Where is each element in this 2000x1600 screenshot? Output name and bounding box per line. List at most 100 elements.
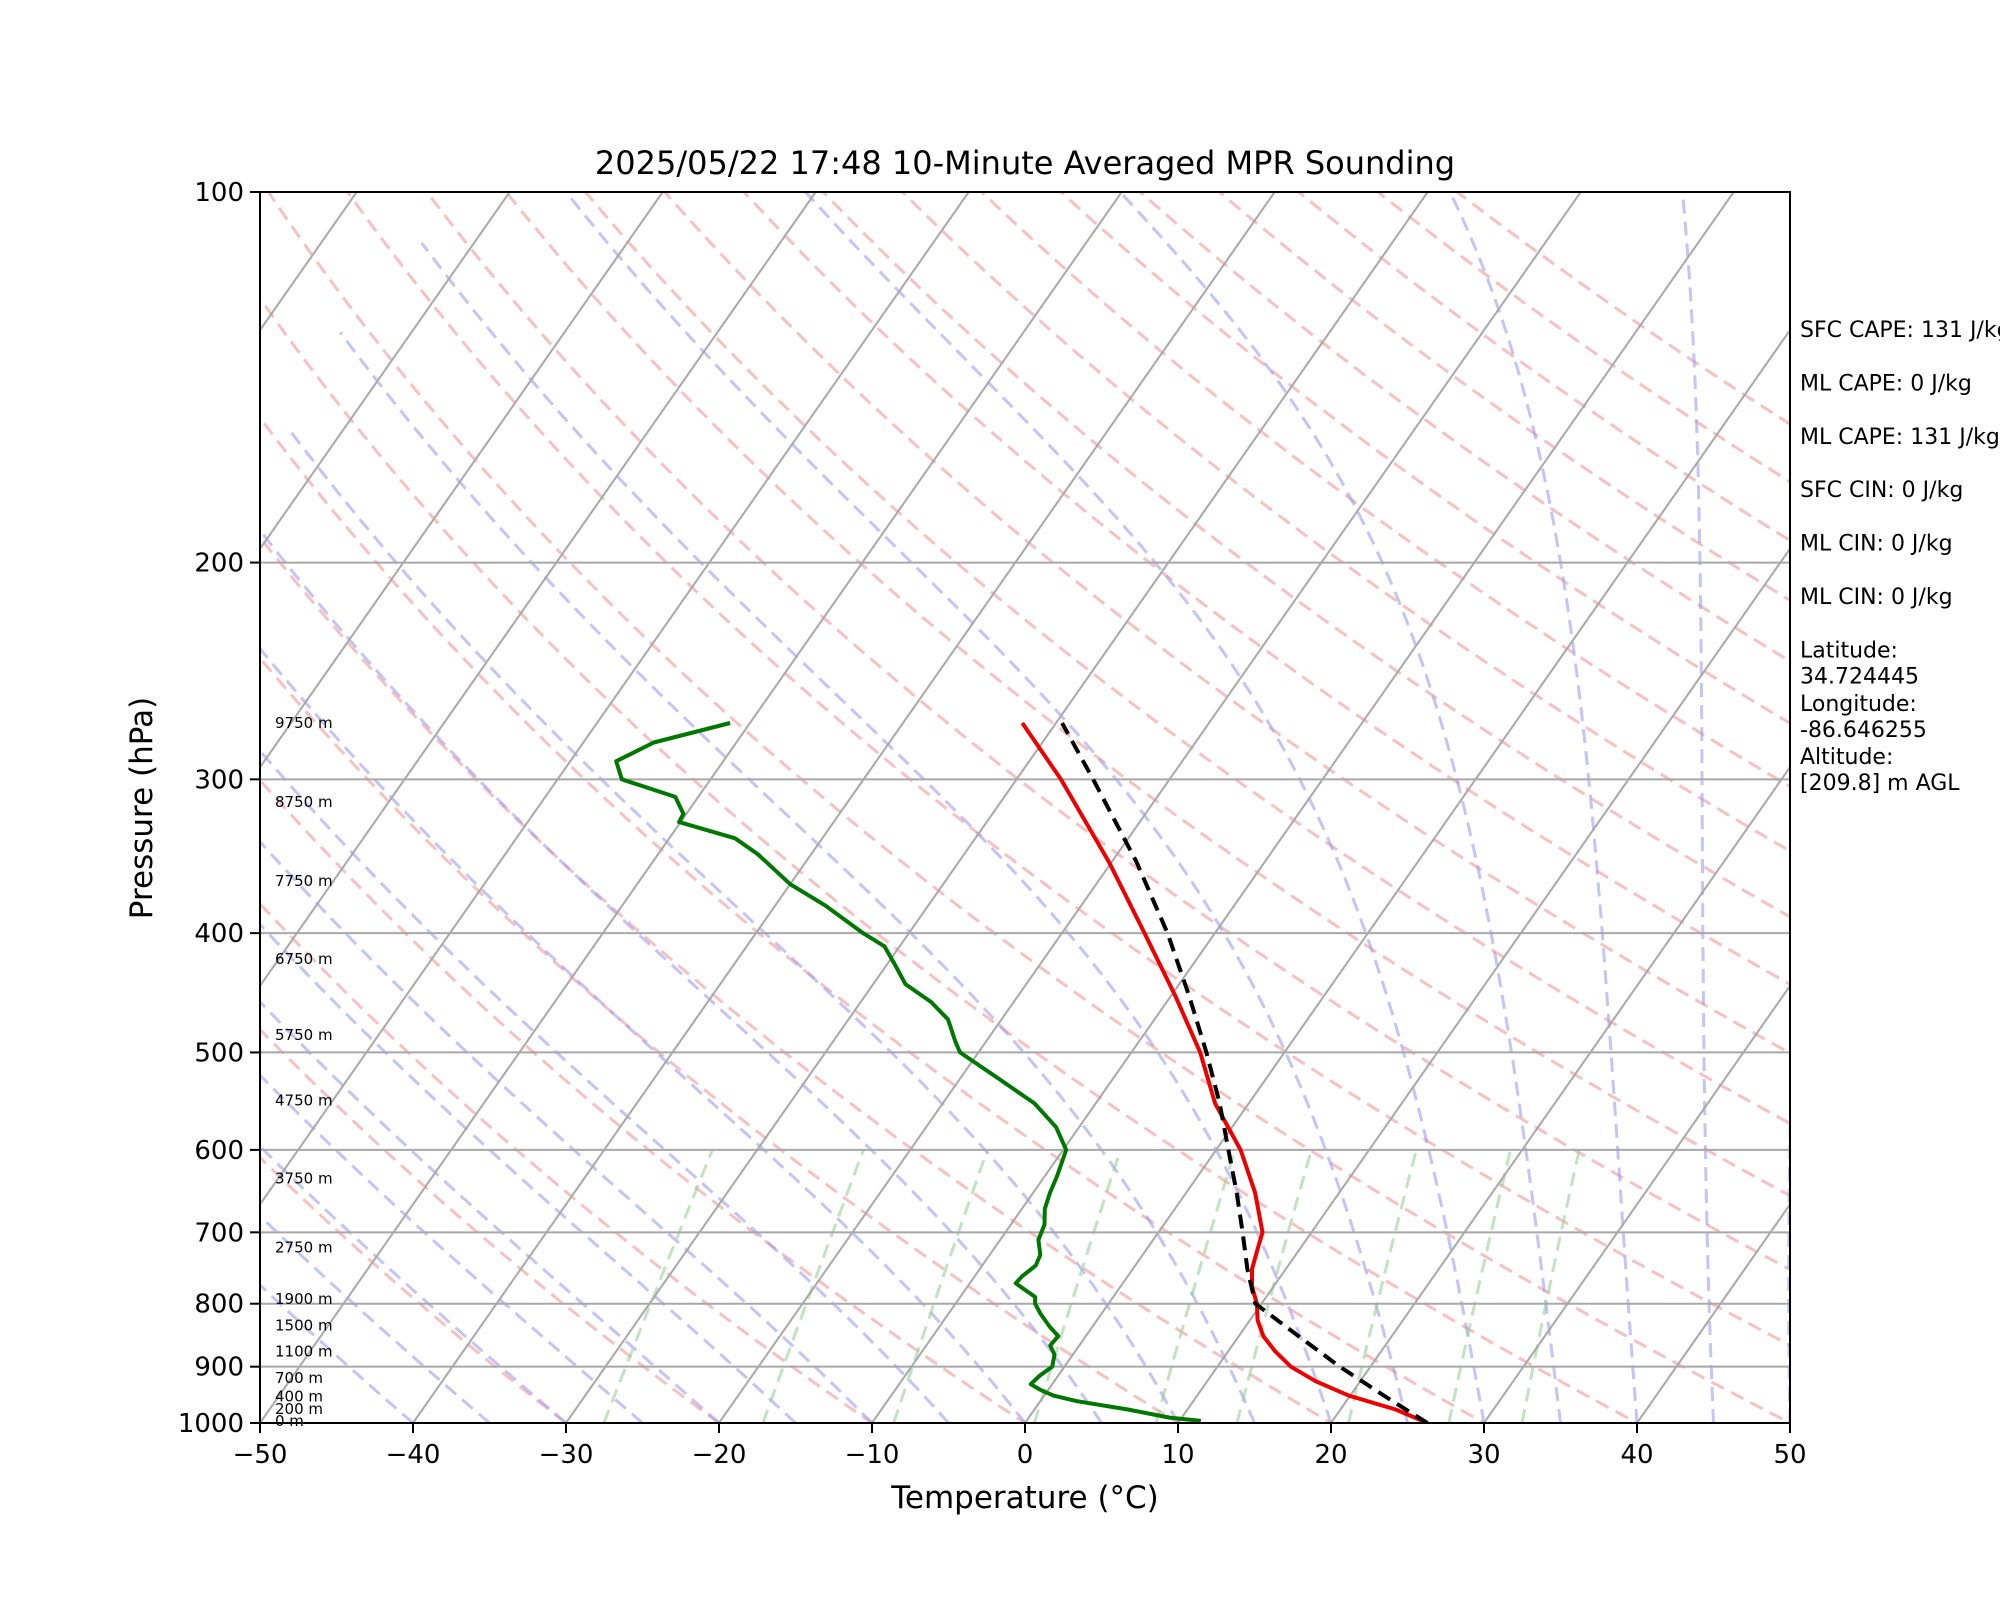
annotation-line: SFC CIN: 0 J/kg <box>1800 478 1963 503</box>
mixing-ratio-line <box>1347 1149 1418 1423</box>
y-tick-label: 1000 <box>178 1409 244 1439</box>
dry-adiabat-line <box>504 192 1790 1198</box>
annotation-text: ML CIN: 0 J/kg <box>1800 532 1953 557</box>
dewpoint-trace <box>614 721 1202 1423</box>
moist-adiabat-line <box>260 1073 644 1423</box>
mixing-ratio-line <box>892 1149 989 1423</box>
isotherm-line <box>1483 984 1790 1423</box>
x-tick-label: 40 <box>1620 1440 1653 1470</box>
annotation-line: ML CAPE: 131 J/kg <box>1800 425 2000 450</box>
dry-adiabat-line <box>662 192 1790 1055</box>
y-tick-label: 200 <box>194 549 244 579</box>
annotation-line: [209.8] m AGL <box>1800 771 1960 796</box>
chart-title: 2025/05/22 17:48 10-Minute Averaged MPR … <box>595 144 1455 182</box>
height-label: 4750 m <box>275 1091 333 1109</box>
moist-adiabat-line <box>260 999 721 1423</box>
y-tick-label: 100 <box>194 178 244 208</box>
isotherm-line <box>260 192 817 988</box>
height-label: 1500 m <box>275 1316 333 1334</box>
mixing-ratio-line <box>1154 1149 1237 1423</box>
moist-adiabat-line <box>260 527 1103 1423</box>
moist-adiabat-line <box>260 1213 491 1423</box>
height-label: 5750 m <box>275 1026 333 1044</box>
isotherm-line <box>412 192 1276 1423</box>
annotation-text: Longitude: -86.646255 <box>1800 692 1927 743</box>
y-axis-label: Pressure (hPa) <box>124 697 160 919</box>
isotherm-line <box>871 192 1735 1423</box>
isotherm-line <box>260 192 1123 1423</box>
moist-adiabat-line <box>285 425 1180 1423</box>
dry-adiabat-line <box>260 1027 722 1423</box>
moist-adiabat-line <box>260 748 950 1423</box>
moist-adiabat-line <box>420 242 1333 1423</box>
mixing-ratio-line <box>1447 1149 1512 1423</box>
isotherm-line <box>260 192 970 1207</box>
isotherm-line <box>1024 328 1790 1423</box>
isotherm-line <box>0 192 51 1423</box>
height-label: 0 m <box>275 1412 304 1430</box>
x-tick-label: 30 <box>1467 1440 1500 1470</box>
isotherm-line <box>565 192 1429 1423</box>
moist-adiabat-line <box>564 192 1409 1423</box>
annotation-line: Longitude: <box>1800 692 1917 717</box>
height-label: 1900 m <box>275 1290 333 1308</box>
annotation-text: SFC CAPE: 131 J/kg <box>1800 318 2000 343</box>
temperature-trace <box>1020 721 1429 1423</box>
annotation-text: Latitude: 34.724445 <box>1800 638 1919 689</box>
isotherm-line <box>1330 765 1790 1423</box>
dry-adiabat-line <box>260 1155 569 1423</box>
dry-adiabat-line <box>900 192 1790 853</box>
annotation-text: ML CIN: 0 J/kg <box>1800 585 1953 610</box>
isotherm-line <box>260 192 664 770</box>
height-label: 1100 m <box>275 1343 333 1361</box>
annotation-text: SFC CIN: 0 J/kg <box>1800 478 1963 503</box>
annotation-text: Altitude: [209.8] m AGL <box>1800 745 1960 796</box>
moist-adiabat-line <box>339 331 1256 1423</box>
height-label: 7750 m <box>275 872 333 890</box>
x-tick-label: 10 <box>1161 1440 1194 1470</box>
dry-adiabat-line <box>1296 192 1790 543</box>
isotherm-line <box>1177 546 1790 1423</box>
mixing-ratio-line <box>602 1149 714 1423</box>
moist-adiabat-line <box>260 839 874 1423</box>
y-tick-label: 900 <box>194 1353 244 1383</box>
dry-adiabat-line <box>425 192 1790 1272</box>
annotation-line: 34.724445 <box>1800 664 1919 689</box>
moist-adiabat-line <box>1448 192 1639 1423</box>
dry-adiabat-line <box>741 192 1790 987</box>
height-label: 3750 m <box>275 1170 333 1188</box>
dry-adiabat-line <box>583 192 1790 1126</box>
dry-adiabat-line <box>345 192 1790 1347</box>
dry-adiabat-line <box>260 777 1028 1423</box>
dry-adiabat-line <box>260 295 1641 1423</box>
x-tick-label: −10 <box>845 1440 900 1470</box>
height-label: 8750 m <box>275 793 333 811</box>
x-tick-label: 20 <box>1314 1440 1347 1470</box>
height-label: 2750 m <box>275 1238 333 1256</box>
dry-adiabat-line <box>1217 192 1790 603</box>
height-label: 400 m <box>275 1388 323 1406</box>
moist-adiabat-line <box>1119 192 1562 1423</box>
height-label: 6750 m <box>275 950 333 968</box>
annotation-text: ML CAPE: 0 J/kg <box>1800 371 1972 396</box>
y-tick-label: 500 <box>194 1038 244 1068</box>
dry-adiabat-line <box>266 192 1790 1423</box>
height-label: 700 m <box>275 1369 323 1387</box>
annotation-line: -86.646255 <box>1800 718 1927 743</box>
x-tick-label: 0 <box>1017 1440 1034 1470</box>
annotation-line: SFC CAPE: 131 J/kg <box>1800 318 2000 343</box>
isotherm-line <box>260 192 511 551</box>
y-tick-label: 700 <box>194 1218 244 1248</box>
dry-adiabat-line <box>260 415 1488 1423</box>
height-label: 200 m <box>275 1400 323 1418</box>
moist-adiabat-line <box>260 922 797 1423</box>
annotation-text: ML CAPE: 131 J/kg <box>1800 425 2000 450</box>
y-tick-label: 800 <box>194 1290 244 1320</box>
isotherm-line <box>1636 1202 1790 1423</box>
dry-adiabat-line <box>260 655 1181 1423</box>
y-tick-label: 600 <box>194 1136 244 1166</box>
mixing-ratio-line <box>1520 1149 1581 1423</box>
dry-adiabat-line <box>1137 192 1790 663</box>
